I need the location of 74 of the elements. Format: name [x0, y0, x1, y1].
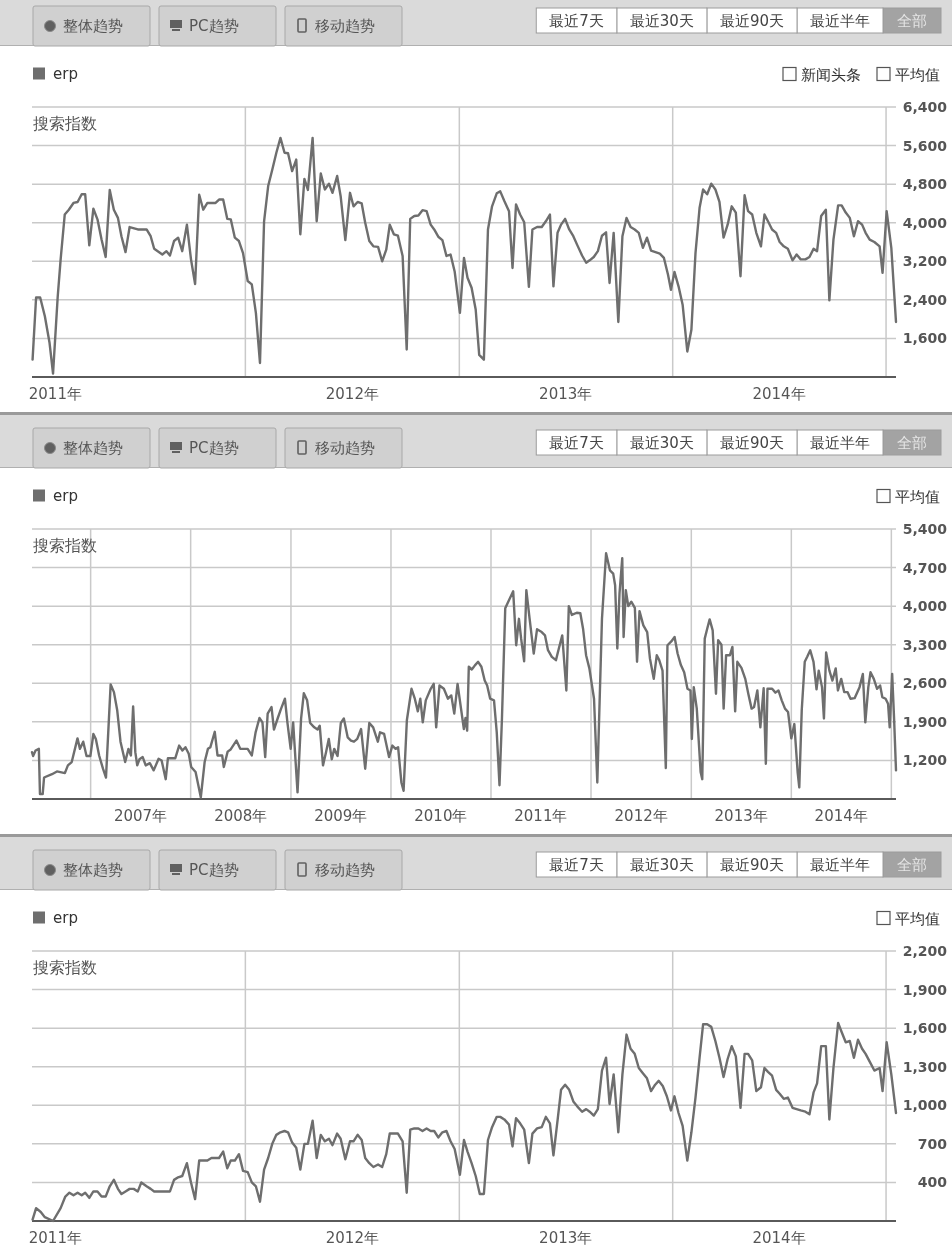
y-tick-label: 700 [917, 1135, 947, 1152]
y-tick-label: 3,300 [902, 636, 947, 653]
x-tick-label: 2014年 [814, 807, 868, 825]
legend-item: erp [33, 487, 78, 505]
y-tick-label: 2,200 [902, 943, 947, 959]
button: 最近7天 [535, 429, 618, 456]
x-tick-label: 2009年 [314, 807, 368, 825]
tab: PC趋势 [158, 427, 277, 469]
y-tick-label: 400 [917, 1174, 947, 1191]
checkbox: 平均值 [876, 66, 940, 84]
x-tick-label: 2011年 [28, 1229, 82, 1247]
x-tick-label: 2012年 [325, 1229, 379, 1247]
x-tick-label: 2013年 [539, 1229, 593, 1247]
button: 最近半年 [796, 429, 884, 456]
tab: 移动趋势 [284, 849, 403, 891]
x-tick-label: 2011年 [28, 385, 82, 403]
y-tick-label: 1,600 [902, 1020, 947, 1037]
tab: 整体趋势 [32, 849, 151, 891]
tab: 整体趋势 [32, 427, 151, 469]
y-tick-label: 4,000 [902, 214, 947, 231]
y-axis-title: 搜索指数 [33, 536, 97, 555]
y-axis-title: 搜索指数 [33, 958, 97, 977]
button: 最近30天 [616, 429, 708, 456]
button: 最近半年 [796, 7, 884, 34]
tab: 整体趋势 [32, 5, 151, 47]
x-tick-label: 2014年 [752, 385, 806, 403]
y-tick-label: 1,200 [902, 752, 947, 769]
legend-label: erp [53, 909, 78, 927]
y-tick-label: 4,000 [902, 598, 947, 615]
x-tick-label: 2013年 [714, 807, 768, 825]
legend-label: erp [53, 487, 78, 505]
checkbox: 新闻头条 [782, 66, 861, 84]
button: 最近30天 [616, 851, 708, 878]
x-tick-label: 2012年 [614, 807, 668, 825]
legend-item: erp [33, 909, 78, 927]
y-tick-label: 4,800 [902, 176, 947, 193]
checkbox: 平均值 [876, 910, 940, 928]
y-tick-label: 1,300 [902, 1058, 947, 1075]
button: 最近7天 [535, 851, 618, 878]
x-tick-label: 2014年 [752, 1229, 806, 1247]
button: 全部 [882, 851, 942, 878]
y-tick-label: 5,400 [902, 521, 947, 537]
y-tick-label: 1,000 [902, 1097, 947, 1114]
button: 最近90天 [706, 7, 798, 34]
tab: PC趋势 [158, 849, 277, 891]
x-tick-label: 2013年 [539, 385, 593, 403]
button: 最近7天 [535, 7, 618, 34]
legend-item: erp [33, 65, 78, 83]
button: 全部 [882, 7, 942, 34]
tab: PC趋势 [158, 5, 277, 47]
x-tick-label: 2012年 [325, 385, 379, 403]
y-tick-label: 4,700 [902, 559, 947, 576]
y-axis-title: 搜索指数 [33, 114, 97, 133]
y-tick-label: 1,900 [902, 713, 947, 730]
x-tick-label: 2008年 [214, 807, 268, 825]
button: 全部 [882, 429, 942, 456]
y-tick-label: 2,400 [902, 291, 947, 308]
checkbox: 平均值 [876, 488, 940, 506]
button: 最近90天 [706, 429, 798, 456]
button: 最近30天 [616, 7, 708, 34]
y-tick-label: 2,600 [902, 675, 947, 692]
y-tick-label: 3,200 [902, 253, 947, 270]
legend-label: erp [53, 65, 78, 83]
y-tick-label: 1,900 [902, 981, 947, 998]
y-tick-label: 1,600 [902, 330, 947, 347]
y-tick-label: 6,400 [902, 99, 947, 115]
tab: 移动趋势 [284, 427, 403, 469]
x-tick-label: 2007年 [113, 807, 168, 825]
tab: 移动趋势 [284, 5, 403, 47]
x-tick-label: 2010年 [414, 807, 468, 825]
button: 最近半年 [796, 851, 884, 878]
button: 最近90天 [706, 851, 798, 878]
y-tick-label: 5,600 [902, 137, 947, 154]
x-tick-label: 2011年 [514, 807, 568, 825]
